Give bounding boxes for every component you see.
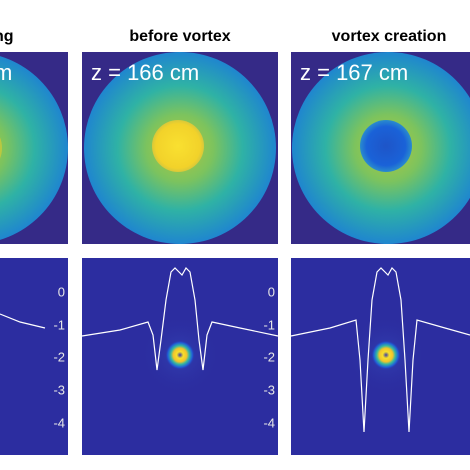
z-label: z = 167 cm bbox=[300, 60, 408, 85]
top-panel bbox=[82, 52, 278, 244]
z-label: m bbox=[0, 60, 12, 85]
y-tick-label: -3 bbox=[263, 382, 275, 397]
panel-title: before vortex bbox=[129, 28, 230, 45]
bottom-panel bbox=[81, 258, 279, 455]
panel-title: ng bbox=[0, 28, 14, 45]
y-tick-label: 0 bbox=[58, 284, 65, 299]
y-tick-label: 0 bbox=[268, 284, 275, 299]
y-tick-label: -4 bbox=[263, 415, 275, 430]
y-tick-label: -2 bbox=[263, 349, 275, 364]
top-panel bbox=[291, 52, 470, 244]
bottom-panel bbox=[290, 258, 470, 455]
y-tick-label: -4 bbox=[53, 415, 65, 430]
y-tick-label: -3 bbox=[53, 382, 65, 397]
bottom-panel bbox=[0, 258, 68, 455]
panel-title: vortex creation bbox=[332, 28, 447, 45]
axis: 0 -1 -2 -3 -4 bbox=[53, 284, 65, 430]
y-tick-label: -1 bbox=[263, 317, 275, 332]
y-tick-label: -1 bbox=[53, 317, 65, 332]
top-panel bbox=[0, 52, 68, 244]
z-label: z = 166 cm bbox=[91, 60, 199, 85]
y-tick-label: -2 bbox=[53, 349, 65, 364]
axis: 0 -1 -2 -3 -4 bbox=[263, 284, 275, 430]
